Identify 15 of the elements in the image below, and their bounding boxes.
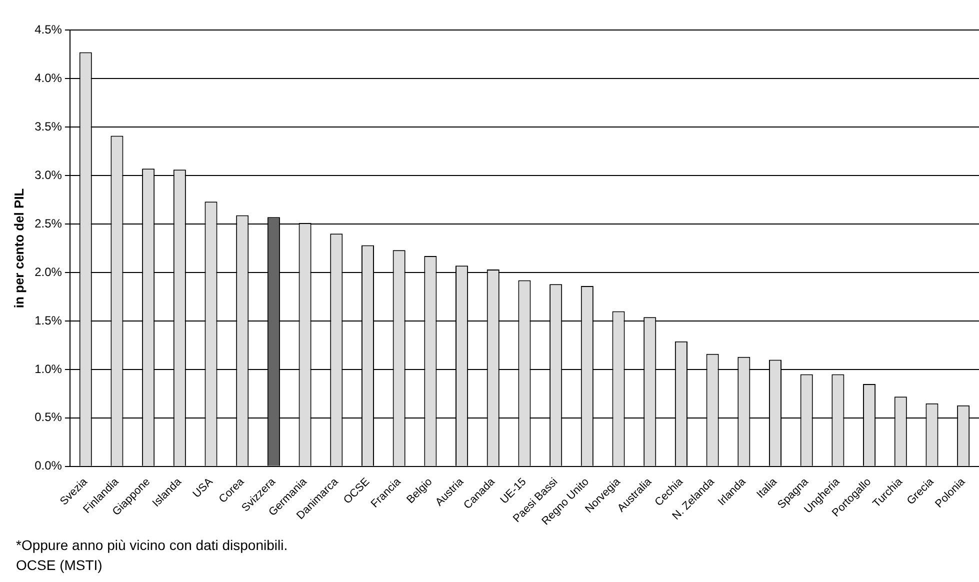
y-tick-label: 0.0% — [34, 458, 62, 473]
y-tick-label: 4.5% — [34, 22, 62, 36]
y-tick-label: 2.0% — [34, 264, 62, 279]
y-tick-label: 3.5% — [34, 119, 62, 134]
x-tick-label: Italia — [754, 475, 780, 501]
y-tick-label: 4.0% — [34, 70, 62, 85]
y-tick-label: 3.0% — [34, 168, 62, 182]
text: OCSE (MSTI) — [16, 556, 104, 575]
y-tick-label: 0.5% — [34, 410, 62, 424]
text: *Oppure anno più vicino con dati disponibili. — [16, 536, 288, 555]
y-tick-label: 1.5% — [34, 313, 62, 328]
x-tick-label: USA — [190, 475, 216, 500]
y-axis-title: in per cento del PIL — [11, 188, 26, 308]
y-tick-label: 2.5% — [34, 216, 62, 230]
y-tick-label: 1.0% — [34, 362, 62, 376]
